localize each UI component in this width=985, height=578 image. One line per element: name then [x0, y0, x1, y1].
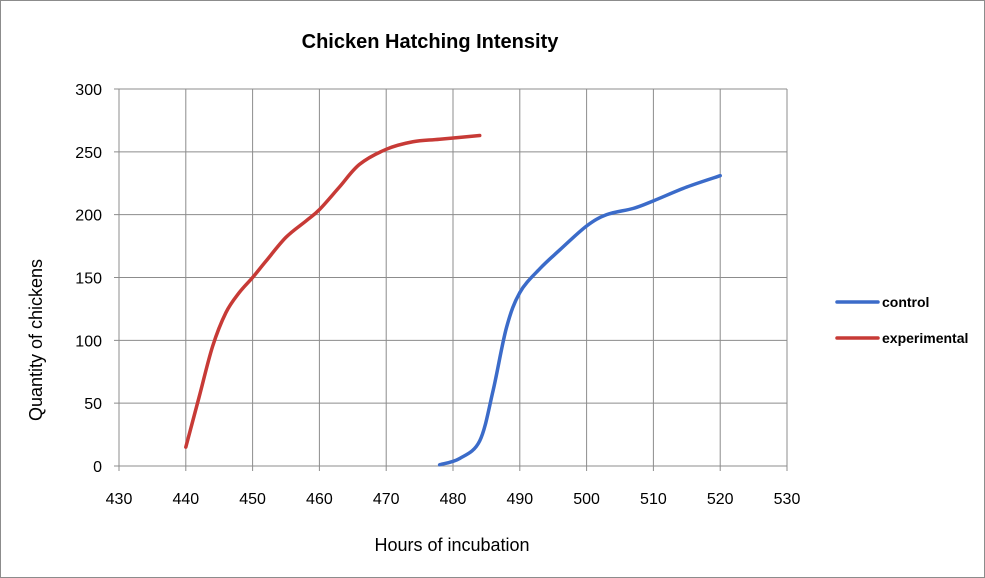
- series-line-experimental: [184, 133, 482, 449]
- legend: control experimental: [835, 294, 968, 346]
- x-tick-label: 490: [506, 491, 533, 508]
- y-axis-title: Quantity of chickens: [26, 259, 46, 421]
- x-tick-label: 470: [373, 491, 400, 508]
- y-tick-label: 50: [84, 396, 102, 413]
- series-layer: [184, 133, 722, 467]
- chart-title: Chicken Hatching Intensity: [302, 31, 560, 53]
- legend-label-control: control: [882, 294, 929, 310]
- y-tick-label: 150: [75, 271, 102, 288]
- y-tick-label: 200: [75, 208, 102, 225]
- y-tick-label: 250: [75, 145, 102, 162]
- x-tick-label: 480: [440, 491, 467, 508]
- y-tick-label: 0: [93, 459, 102, 476]
- legend-label-experimental: experimental: [882, 330, 968, 346]
- y-tick-label: 300: [75, 82, 102, 99]
- grid: [114, 88, 788, 471]
- x-tick-label: 450: [239, 491, 266, 508]
- x-tick-label: 430: [106, 491, 133, 508]
- tick-labels: 430 440 450 460 470 480 490 500 510 520 530 0 50 100 1…: [75, 82, 800, 508]
- y-tick-label: 100: [75, 333, 102, 350]
- x-tick-label: 440: [172, 491, 199, 508]
- x-tick-label: 460: [306, 491, 333, 508]
- x-axis-title: Hours of incubation: [374, 535, 529, 555]
- x-tick-label: 530: [774, 491, 801, 508]
- x-tick-label: 500: [573, 491, 600, 508]
- x-tick-label: 510: [640, 491, 667, 508]
- x-tick-label: 520: [707, 491, 734, 508]
- series-line-control: [437, 173, 722, 467]
